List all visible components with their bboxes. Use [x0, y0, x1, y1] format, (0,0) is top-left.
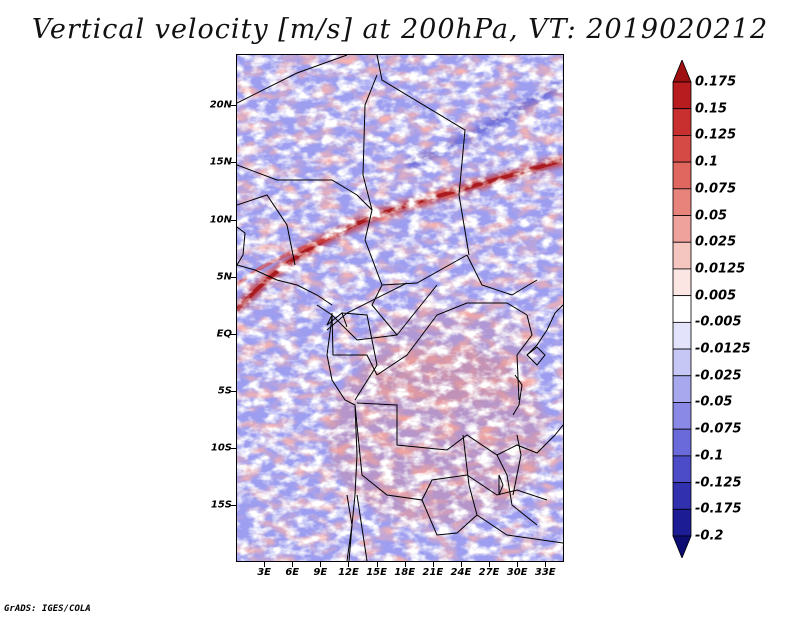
colorbar-segment	[672, 482, 692, 510]
colorbar-label: 0.0125	[695, 261, 746, 277]
colorbar-segment	[672, 508, 692, 537]
country-borders	[237, 55, 563, 561]
colorbar-label: 0.025	[695, 234, 737, 250]
colorbar-segment	[672, 268, 692, 297]
colorbar-segment	[672, 295, 692, 323]
grads-credit: GrADS: IGES/COLA	[4, 604, 91, 614]
colorbar-label: 0.15	[695, 101, 728, 117]
colorbar-label: -0.2	[695, 528, 724, 544]
lon-label-9e: 9E	[313, 567, 328, 578]
colorbar-label: -0.0125	[695, 341, 751, 357]
colorbar-segment	[672, 535, 692, 558]
lon-tick	[460, 562, 462, 567]
lon-tick	[517, 562, 519, 567]
lat-tick	[231, 276, 236, 278]
lat-label-5s: 5S	[217, 385, 232, 397]
colorbar-label: -0.075	[695, 421, 742, 437]
colorbar-segment	[672, 135, 692, 163]
field-white-speckle	[237, 55, 563, 561]
lat-label-15n: 15N	[209, 156, 232, 168]
lat-tick	[231, 162, 236, 164]
coastline	[237, 226, 563, 561]
lon-label-15e: 15E	[366, 567, 387, 578]
colorbar-segment	[672, 348, 692, 377]
lon-tick	[292, 562, 294, 567]
colorbar-segment	[672, 241, 692, 270]
lon-label-30e: 30E	[506, 567, 528, 578]
lat-tick	[231, 447, 236, 449]
lat-tick	[231, 105, 236, 107]
lon-label-21e: 21E	[422, 567, 444, 578]
colorbar-label: -0.005	[695, 314, 742, 330]
lon-tick	[264, 562, 266, 567]
colorbar-segment	[672, 215, 692, 243]
colorbar-label: 0.125	[695, 127, 737, 143]
colorbar-segment	[672, 428, 692, 457]
lon-label-24e: 24E	[450, 567, 472, 578]
lon-tick	[545, 562, 547, 567]
colorbar-label: 0.05	[695, 208, 728, 224]
colorbar-label: 0.075	[695, 181, 737, 197]
lon-tick	[348, 562, 350, 567]
lon-tick	[404, 562, 406, 567]
lon-label-27e: 27E	[478, 567, 500, 578]
colorbar-segment	[672, 81, 692, 110]
colorbar-label: 0.175	[695, 74, 737, 90]
lat-label-20n: 20N	[209, 99, 232, 111]
lon-label-6e: 6E	[285, 567, 300, 578]
colorbar-segment	[672, 108, 692, 136]
lat-tick	[231, 390, 236, 392]
lat-label-5n: 5N	[216, 271, 232, 283]
lon-tick	[489, 562, 491, 567]
lon-label-33e: 33E	[534, 567, 556, 578]
lon-label-12e: 12E	[338, 567, 359, 578]
colorbar-segment	[672, 321, 692, 350]
colorbar-segment	[672, 161, 692, 190]
colorbar-segment	[672, 60, 692, 83]
lat-tick	[231, 219, 236, 221]
lon-tick	[432, 562, 434, 567]
lon-label-18e: 18E	[394, 567, 416, 578]
colorbar-label: -0.05	[695, 394, 733, 410]
colorbar-label: -0.175	[695, 501, 742, 517]
vertical-velocity-map	[237, 55, 563, 561]
colorbar-label: 0.1	[695, 154, 719, 170]
colorbar-label: -0.1	[695, 448, 724, 464]
map-title: Vertical velocity [m/s] at 200hPa, VT: 2…	[31, 14, 769, 45]
lat-tick	[231, 333, 236, 335]
colorbar	[672, 60, 692, 558]
map-panel	[236, 54, 564, 562]
lakes	[498, 346, 546, 496]
lon-label-3e: 3E	[257, 567, 272, 578]
colorbar-segment	[672, 375, 692, 403]
lat-tick	[231, 504, 236, 506]
lat-label-10n: 10N	[209, 214, 232, 226]
lat-label-eq: EQ	[216, 328, 232, 340]
colorbar-segment	[672, 188, 692, 216]
colorbar-label: -0.125	[695, 475, 742, 491]
lon-tick	[320, 562, 322, 567]
colorbar-segment	[672, 455, 692, 483]
lat-label-10s: 10S	[210, 442, 232, 454]
colorbar-segment	[672, 402, 692, 430]
lat-label-15s: 15S	[210, 499, 232, 511]
colorbar-label: -0.025	[695, 368, 742, 384]
lon-tick	[376, 562, 378, 567]
colorbar-label: 0.005	[695, 288, 737, 304]
